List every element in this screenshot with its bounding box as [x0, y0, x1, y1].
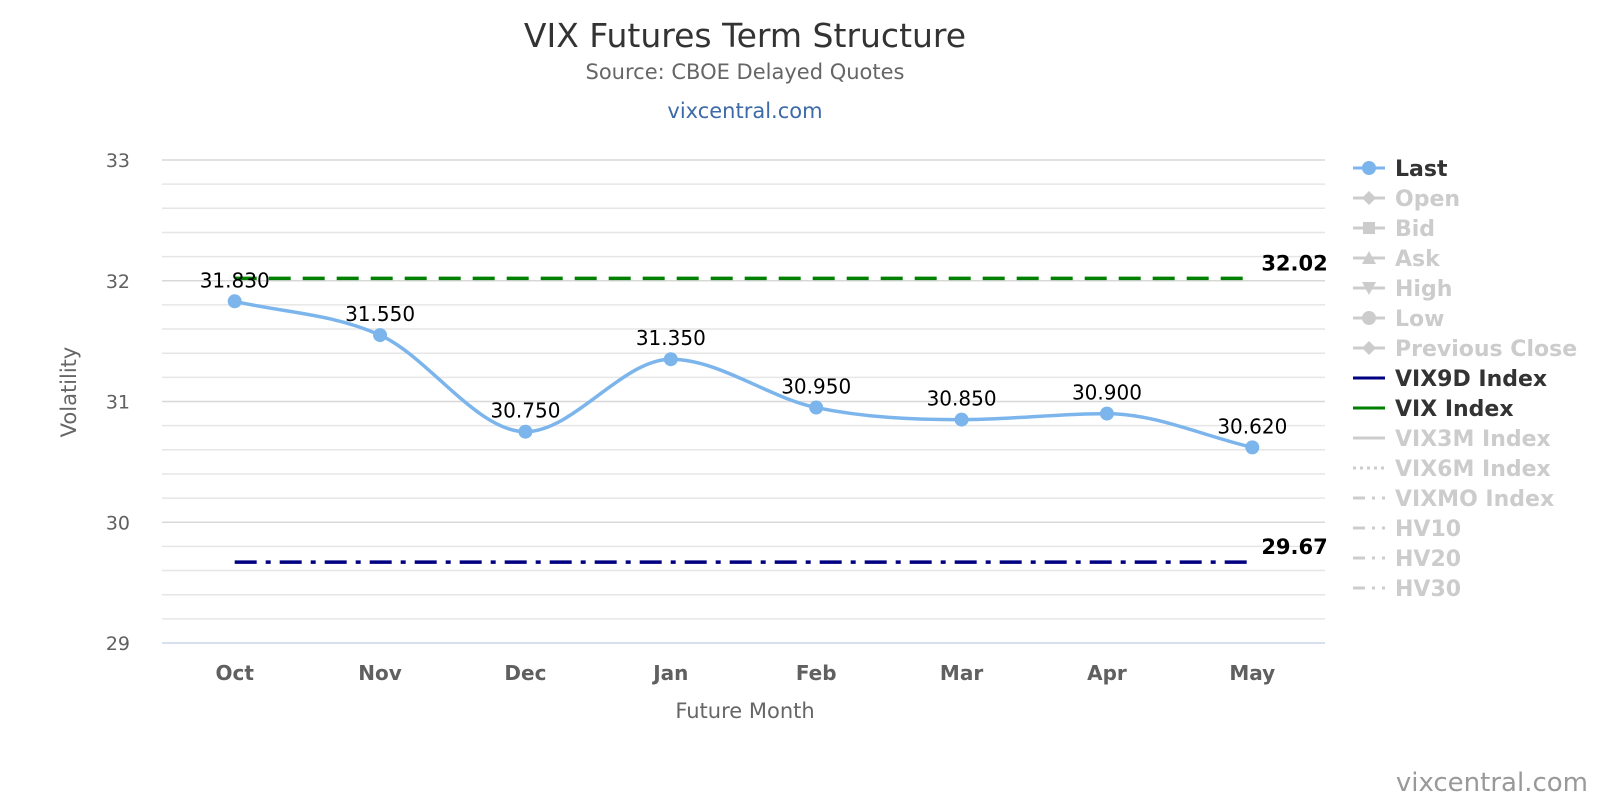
reference-line-label: 32.02 — [1261, 251, 1327, 275]
legend-label: Last — [1395, 157, 1448, 182]
legend-label: VIX3M Index — [1395, 427, 1551, 452]
y-tick-label: 33 — [106, 150, 130, 172]
legend[interactable]: Last Open Bid Ask High Low Previous Close VIX9D… — [1353, 157, 1577, 602]
last-data-point[interactable] — [809, 400, 824, 415]
reference-lines: 32.02 29.67 — [234, 251, 1328, 564]
x-tick-label: Nov — [358, 661, 402, 685]
legend-item[interactable]: Low — [1353, 307, 1444, 332]
legend-label: HV30 — [1395, 577, 1461, 602]
legend-item[interactable]: Open — [1353, 187, 1460, 212]
legend-marker — [1362, 341, 1376, 355]
legend-item[interactable]: VIXMO Index — [1353, 487, 1554, 512]
last-data-point[interactable] — [518, 424, 533, 439]
legend-item[interactable]: VIX9D Index — [1353, 367, 1547, 392]
y-axis-ticks: 29 30 31 32 33 — [106, 150, 130, 655]
y-axis-title: Volatility — [57, 347, 81, 438]
legend-marker — [1362, 191, 1376, 205]
legend-item[interactable]: Last — [1353, 157, 1448, 182]
legend-item[interactable]: VIX Index — [1353, 397, 1514, 422]
y-tick-label: 29 — [106, 633, 130, 655]
chart-title: VIX Futures Term Structure — [524, 16, 966, 55]
data-label: 30.750 — [490, 399, 560, 423]
legend-item[interactable]: VIX3M Index — [1353, 427, 1551, 452]
last-data-point[interactable] — [373, 328, 388, 343]
x-tick-label: May — [1229, 661, 1275, 685]
last-data-point[interactable] — [227, 294, 242, 309]
legend-label: VIX6M Index — [1395, 457, 1551, 482]
legend-marker — [1362, 251, 1376, 264]
data-label: 31.550 — [345, 302, 415, 326]
legend-label: Open — [1395, 187, 1460, 212]
legend-label: Ask — [1395, 247, 1441, 272]
y-tick-label: 30 — [106, 512, 130, 534]
legend-marker — [1362, 161, 1376, 175]
legend-item[interactable]: Previous Close — [1353, 337, 1577, 362]
legend-label: Bid — [1395, 217, 1435, 242]
legend-marker — [1363, 222, 1375, 234]
x-tick-label: Apr — [1087, 661, 1127, 685]
data-label: 30.620 — [1217, 414, 1287, 438]
legend-item[interactable]: HV10 — [1353, 517, 1461, 542]
legend-marker — [1362, 282, 1376, 295]
x-axis-title: Future Month — [675, 699, 814, 723]
data-label: 30.850 — [927, 387, 997, 411]
x-tick-label: Jan — [651, 661, 688, 685]
last-data-point[interactable] — [1099, 406, 1114, 421]
legend-label: HV20 — [1395, 547, 1461, 572]
data-label: 31.350 — [636, 326, 706, 350]
legend-label: Low — [1395, 307, 1444, 332]
legend-item[interactable]: High — [1353, 277, 1452, 302]
x-tick-label: Mar — [940, 661, 983, 685]
last-data-point[interactable] — [1245, 440, 1260, 455]
last-data-point[interactable] — [663, 352, 678, 367]
legend-label: Previous Close — [1395, 337, 1577, 362]
legend-item[interactable]: HV30 — [1353, 577, 1461, 602]
data-label: 30.900 — [1072, 381, 1142, 405]
x-tick-label: Dec — [504, 661, 546, 685]
gridlines — [162, 159, 1325, 644]
last-series[interactable]: 31.830 31.550 30.750 31.350 30.950 30.850 30.9… — [200, 268, 1288, 455]
chart-subtitle: Source: CBOE Delayed Quotes — [586, 60, 905, 84]
legend-label: VIX9D Index — [1395, 367, 1547, 392]
last-data-point[interactable] — [954, 412, 969, 427]
x-tick-label: Feb — [796, 661, 837, 685]
legend-item[interactable]: VIX6M Index — [1353, 457, 1551, 482]
chart-credit[interactable]: vixcentral.com — [1396, 768, 1588, 798]
legend-item[interactable]: Bid — [1353, 217, 1435, 242]
legend-item[interactable]: HV20 — [1353, 547, 1461, 572]
reference-line-label: 29.67 — [1261, 535, 1327, 559]
legend-label: VIX Index — [1395, 397, 1514, 422]
y-tick-label: 31 — [106, 392, 130, 414]
legend-marker — [1362, 311, 1376, 325]
subtitle-link[interactable]: vixcentral.com — [667, 99, 822, 123]
data-label: 30.950 — [781, 375, 851, 399]
y-tick-label: 32 — [106, 271, 130, 293]
legend-item[interactable]: Ask — [1353, 247, 1441, 272]
data-label: 31.830 — [200, 268, 270, 292]
x-tick-label: Oct — [215, 661, 254, 685]
legend-label: High — [1395, 277, 1452, 302]
legend-label: HV10 — [1395, 517, 1461, 542]
x-axis-ticks: Oct Nov Dec Jan Feb Mar Apr May — [215, 661, 1275, 685]
legend-label: VIXMO Index — [1395, 487, 1554, 512]
last-series-line — [234, 299, 1253, 450]
